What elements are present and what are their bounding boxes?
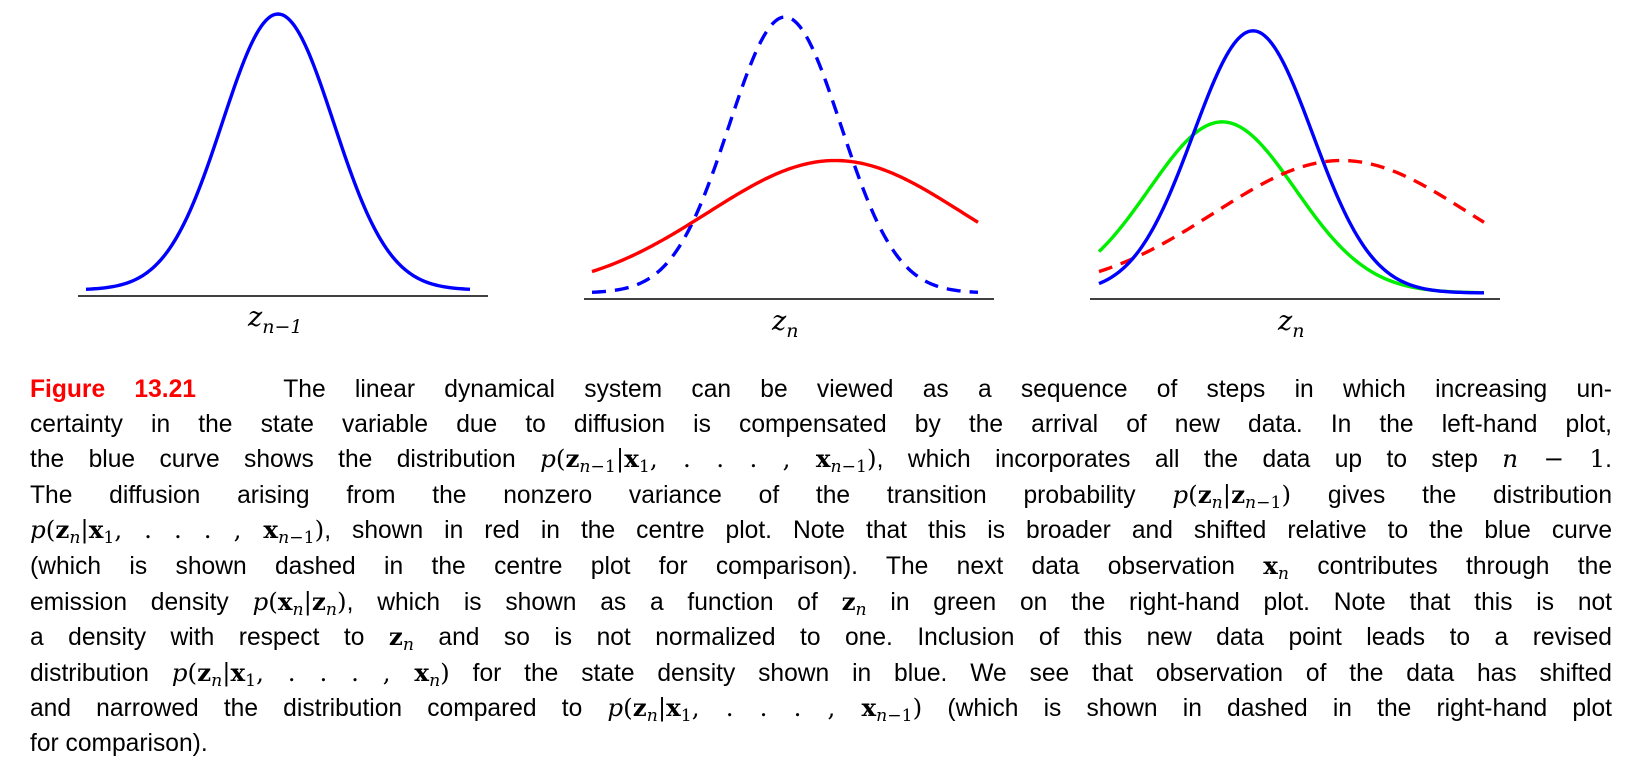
- caption-line-6: (which is shown dashed in the centre plo…: [30, 550, 1612, 585]
- math-p-zn-given-x1-to-xn: p(zn|x1, . . . , xn): [171, 657, 450, 691]
- caption-line-4: The diffusion arising from the nonzero v…: [30, 479, 1612, 513]
- plot-panel-centre: zn: [584, 15, 994, 342]
- math-p-zn-given-zn1: p(zn|zn−1): [1172, 479, 1292, 513]
- plot-panel-right: zn: [1090, 29, 1500, 342]
- math-p-zn-given-x1-to-xn1-b: p(zn|x1, . . . , xn−1): [607, 693, 923, 727]
- caption-line-10: and narrowed the distribution compared t…: [30, 693, 1612, 727]
- curve-right-solid-2: [1098, 29, 1485, 295]
- curve-centre-dashed-0: [591, 15, 979, 294]
- caption-line-7: emission density p(xn|zn), which is show…: [30, 586, 1613, 620]
- curve-right-solid-0: [1097, 120, 1485, 295]
- figure-panels: zn−1 zn zn: [0, 0, 1631, 360]
- x-axis-label-left: zn−1: [247, 302, 302, 338]
- caption-line-8: a density with respect to zn and so is n…: [30, 622, 1612, 656]
- curve-centre-solid-1: [591, 158, 979, 274]
- caption-line-3: the blue curve shows the distribution p(…: [30, 444, 1613, 478]
- math-zn-2: zn: [388, 622, 414, 656]
- caption-line-11: for comparison).: [30, 729, 208, 757]
- math-p-zn-given-x1-to-xn1: p(zn|x1, . . . , xn−1): [30, 515, 325, 549]
- caption-line-1: Figure 13.21 The linear dynamical system…: [30, 376, 1613, 403]
- math-p-zn1-given-x1-to-xn1: p(zn−1|x1, . . . , xn−1): [540, 444, 877, 478]
- curve-right-dashed-1: [1098, 158, 1485, 274]
- x-axis-label-centre: zn: [771, 306, 798, 342]
- figure-caption: Figure 13.21 The linear dynamical system…: [30, 373, 1612, 762]
- x-axis-label-right: zn: [1277, 306, 1304, 342]
- caption-line-2: certainty in the state variable due to d…: [30, 410, 1612, 438]
- figure-svg: zn−1 zn zn: [78, 12, 1500, 342]
- math-zn: zn: [841, 586, 867, 620]
- figure-label: Figure 13.21: [30, 376, 196, 403]
- curve-left-solid-0: [85, 12, 471, 291]
- math-n-minus-1: n − 1: [1502, 444, 1606, 474]
- caption-line-5: p(zn|x1, . . . , xn−1), shown in red in …: [30, 515, 1612, 549]
- math-p-xn-given-zn: p(xn|zn): [252, 586, 347, 620]
- math-xn: xn: [1263, 550, 1290, 585]
- plot-panel-left: zn−1: [78, 12, 488, 338]
- caption-line-9: distribution p(zn|x1, . . . , xn) for th…: [30, 657, 1612, 691]
